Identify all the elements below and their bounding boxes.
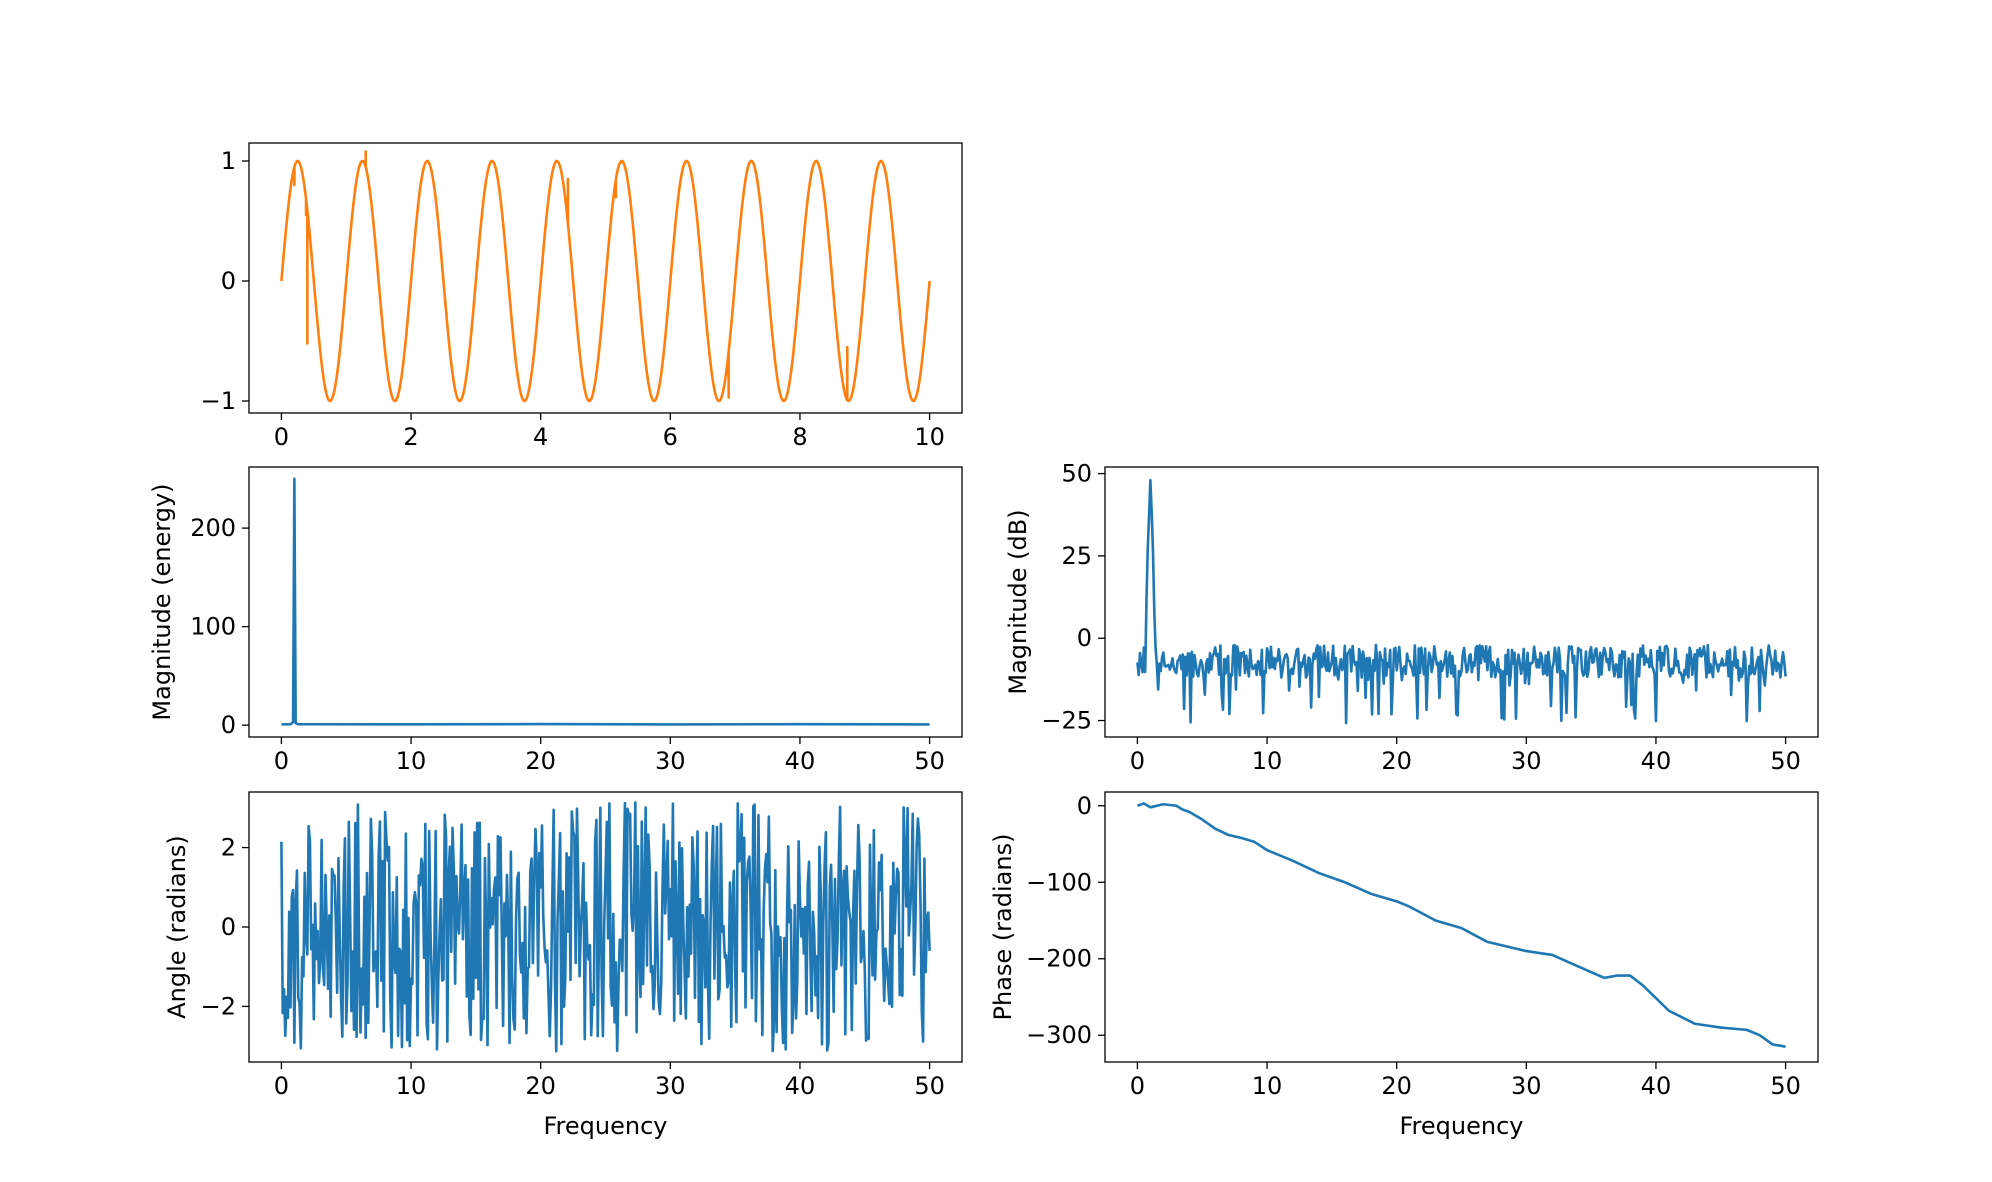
- x-tick-label: 20: [1381, 747, 1412, 775]
- y-tick-label: −300: [1026, 1021, 1092, 1049]
- series-line: [281, 477, 930, 726]
- y-tick-label: 50: [1061, 460, 1092, 488]
- x-axis-label: Frequency: [1400, 1112, 1524, 1140]
- y-tick-label: 1: [221, 147, 236, 175]
- x-tick-label: 10: [396, 747, 427, 775]
- y-tick-label: 0: [1077, 624, 1092, 652]
- x-tick-label: 0: [1130, 747, 1145, 775]
- y-axis-label: Angle (radians): [163, 835, 191, 1019]
- y-tick-label: −200: [1026, 945, 1092, 973]
- x-tick-label: 50: [914, 747, 945, 775]
- series-line: [1136, 478, 1787, 725]
- y-axis-label: Phase (radians): [989, 834, 1017, 1021]
- plot-magnitude-db: 0 10 20 30 40 50 −25 0 25 50 Magnitude (dB): [1004, 460, 1819, 775]
- x-tick-label: 20: [525, 747, 556, 775]
- x-tick-label: 40: [1641, 1072, 1672, 1100]
- x-tick-label: 8: [792, 423, 807, 451]
- y-tick-label: −25: [1041, 707, 1092, 735]
- y-tick-label: 100: [190, 613, 236, 641]
- y-tick-label: −1: [201, 387, 236, 415]
- x-tick-label: 10: [1252, 747, 1283, 775]
- y-tick-label: 2: [221, 834, 236, 862]
- x-tick-label: 40: [785, 1072, 816, 1100]
- y-axis-label: Magnitude (energy): [148, 483, 176, 720]
- plot-angle: 0 10 20 30 40 50 −2 0 2 Angle (radians) Frequency: [163, 791, 963, 1140]
- y-tick-label: 0: [221, 913, 236, 941]
- series-line: [280, 150, 931, 403]
- x-tick-label: 50: [1770, 747, 1801, 775]
- x-tick-label: 2: [403, 423, 418, 451]
- x-tick-label: 6: [663, 423, 678, 451]
- axes-frame: [1104, 466, 1819, 738]
- plot-magnitude: 0 10 20 30 40 50 0 100 200 Magnitude (energy): [148, 466, 963, 775]
- x-tick-label: 0: [274, 1072, 289, 1100]
- y-tick-label: −2: [201, 992, 236, 1020]
- x-tick-label: 30: [1511, 1072, 1542, 1100]
- x-tick-label: 20: [525, 1072, 556, 1100]
- x-tick-label: 10: [396, 1072, 427, 1100]
- x-tick-label: 50: [1770, 1072, 1801, 1100]
- x-tick-label: 0: [274, 423, 289, 451]
- x-tick-label: 20: [1381, 1072, 1412, 1100]
- series-line: [1136, 802, 1786, 1048]
- y-axis-label: Magnitude (dB): [1004, 509, 1032, 694]
- x-tick-label: 40: [785, 747, 816, 775]
- x-tick-label: 30: [655, 747, 686, 775]
- x-tick-label: 30: [1511, 747, 1542, 775]
- y-tick-label: 25: [1061, 542, 1092, 570]
- x-tick-label: 40: [1641, 747, 1672, 775]
- x-tick-label: 0: [274, 747, 289, 775]
- y-tick-label: 0: [221, 711, 236, 739]
- x-tick-label: 50: [914, 1072, 945, 1100]
- plot-signal: 0 2 4 6 8 10 −1 0 1: [201, 142, 963, 451]
- x-tick-label: 10: [1252, 1072, 1283, 1100]
- y-tick-label: 0: [1077, 792, 1092, 820]
- plot-phase: 0 10 20 30 40 50 −300 −200 −100 0 Phase (radians) F…: [989, 791, 1819, 1140]
- y-tick-label: −100: [1026, 868, 1092, 896]
- x-tick-label: 0: [1130, 1072, 1145, 1100]
- x-tick-label: 10: [914, 423, 945, 451]
- axes-frame: [1104, 791, 1819, 1063]
- series-line: [280, 801, 931, 1053]
- y-tick-label: 0: [221, 267, 236, 295]
- axes-frame: [248, 466, 963, 738]
- x-tick-label: 30: [655, 1072, 686, 1100]
- x-axis-label: Frequency: [544, 1112, 668, 1140]
- x-tick-label: 4: [533, 423, 548, 451]
- axes-frame: [248, 142, 963, 414]
- y-tick-label: 200: [190, 514, 236, 542]
